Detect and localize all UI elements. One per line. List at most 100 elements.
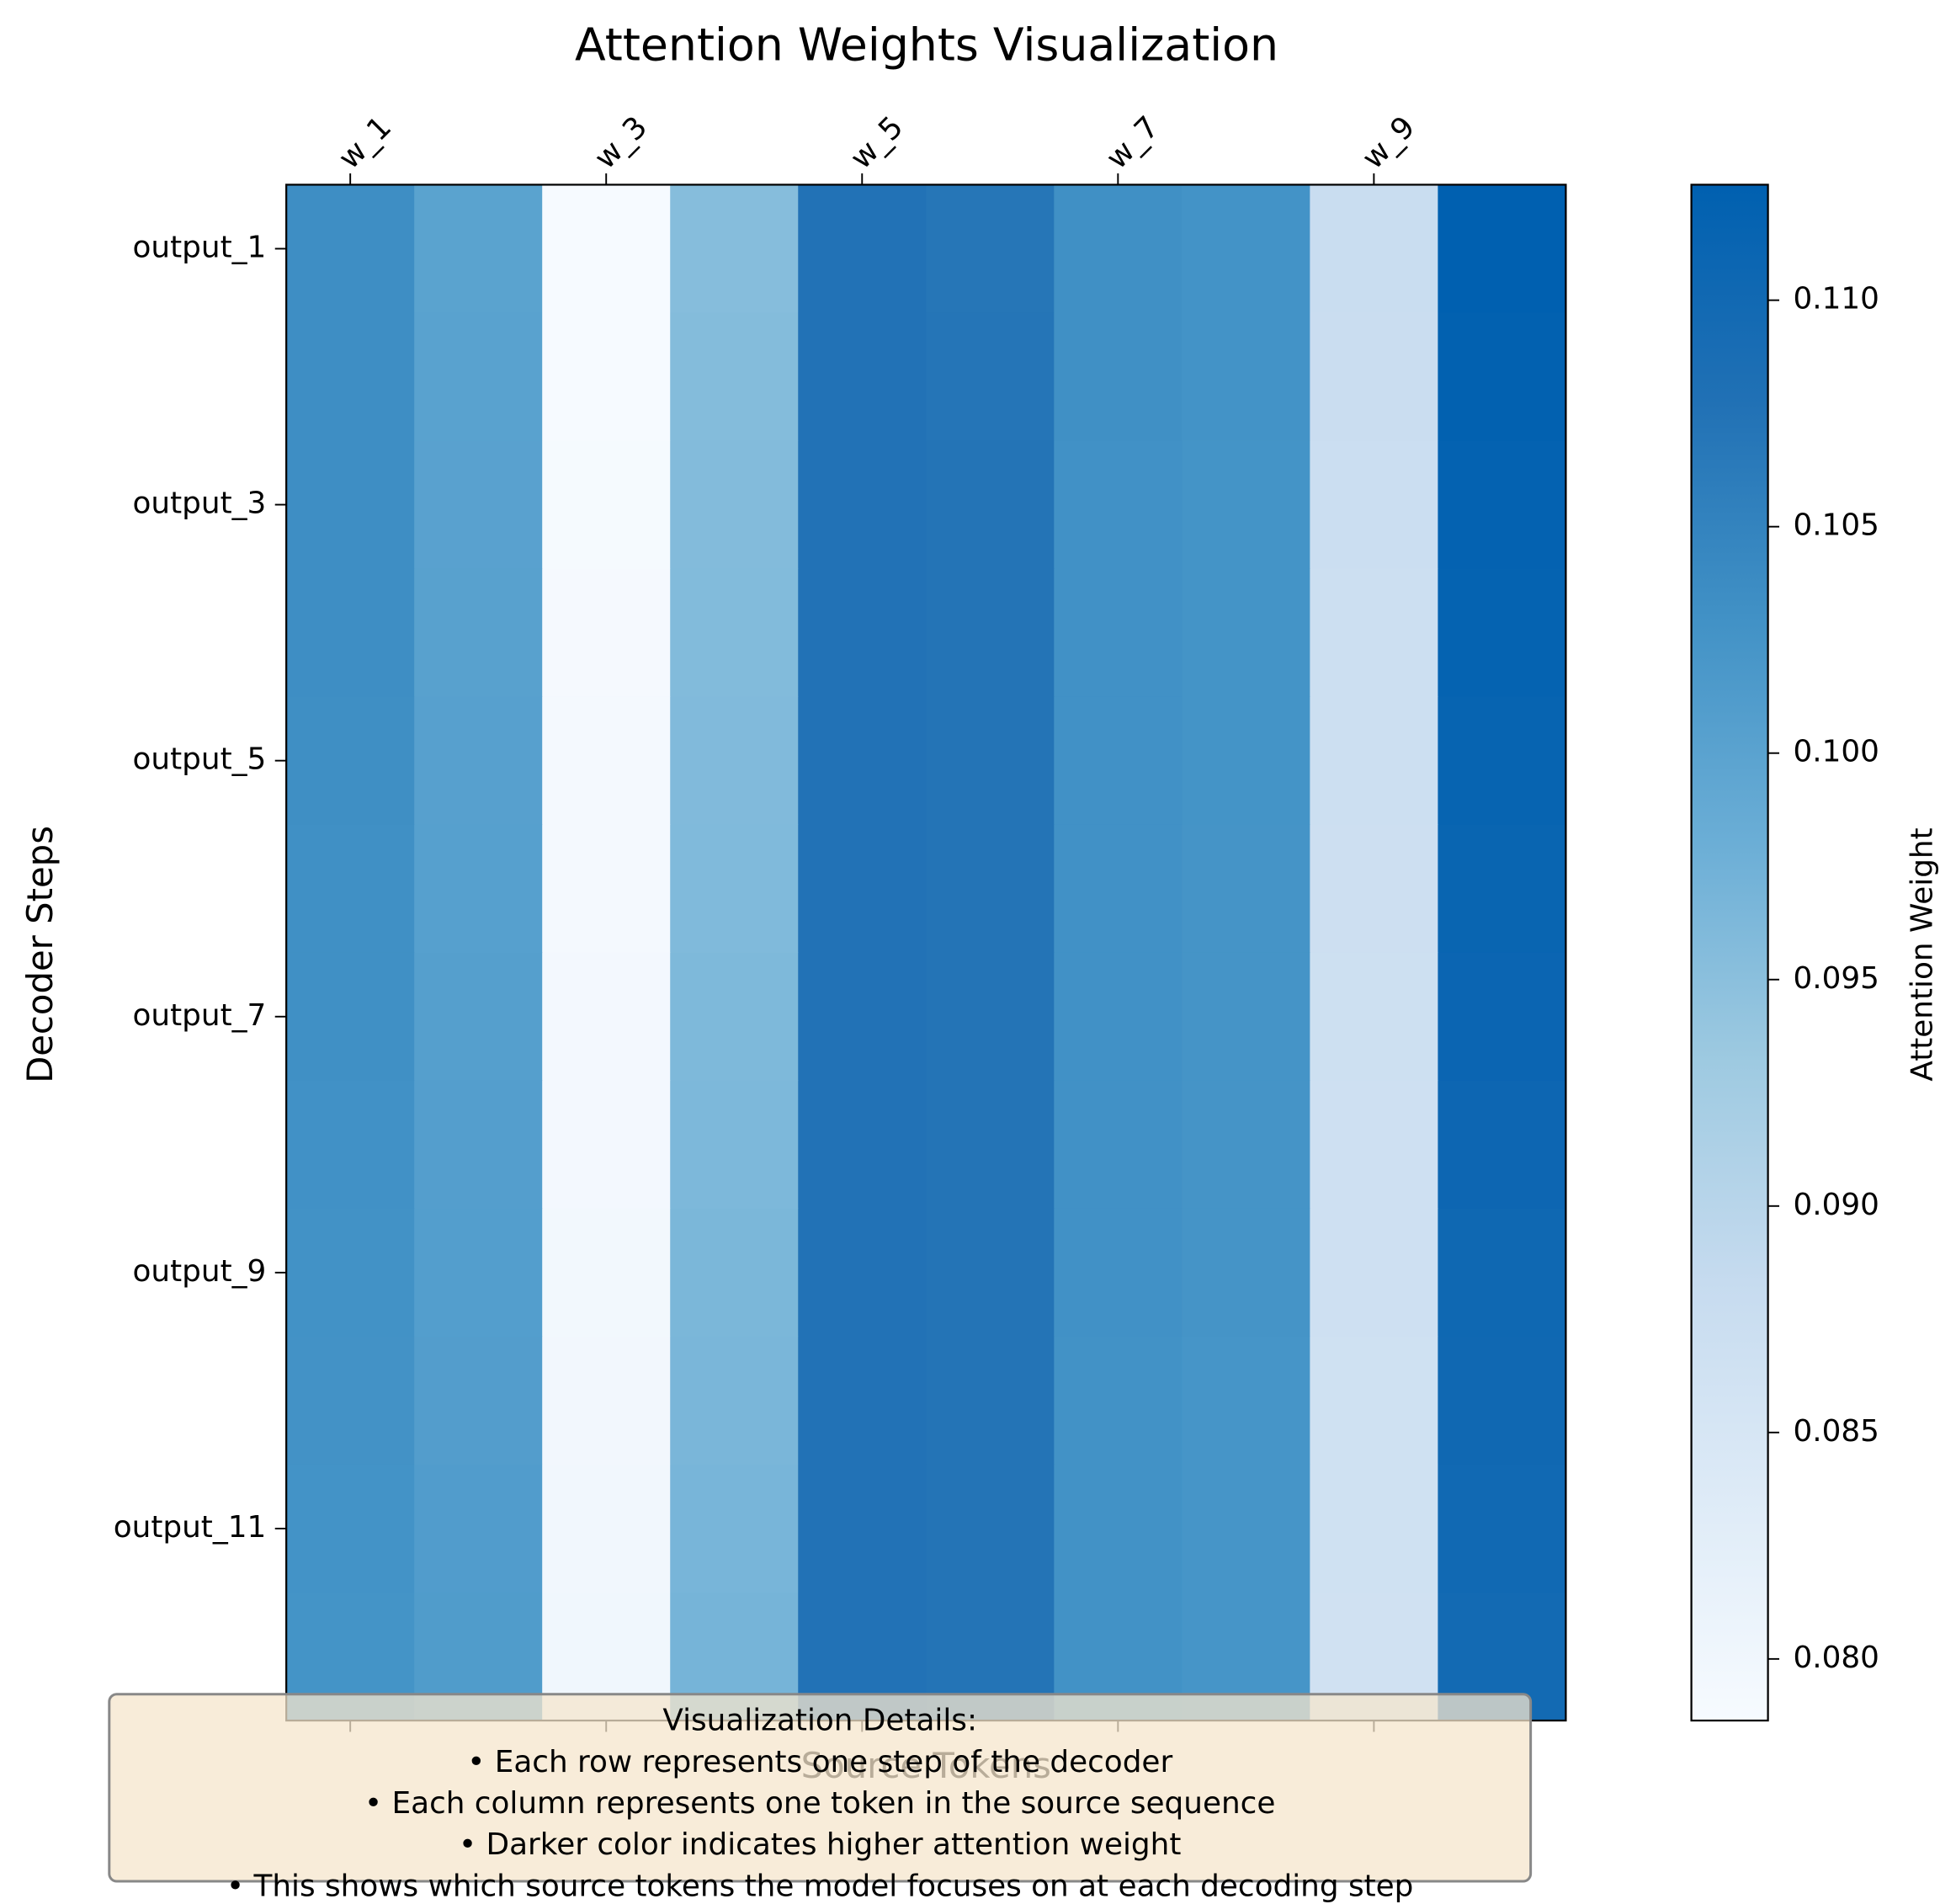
heatmap-cell	[926, 1336, 1055, 1465]
y-axis-label: Decoder Steps	[19, 826, 61, 1083]
heatmap-cell	[798, 312, 927, 442]
heatmap-cell	[1054, 1080, 1183, 1210]
x-tick-label: w_5	[844, 110, 910, 176]
heatmap-cell	[1438, 696, 1567, 826]
heatmap-cell	[542, 696, 671, 826]
heatmap-cell	[1438, 1080, 1567, 1210]
heatmap-cell	[286, 1336, 415, 1465]
heatmap-cell	[798, 696, 927, 826]
heatmap-cell	[1310, 440, 1439, 570]
heatmap-cell	[926, 1080, 1055, 1210]
heatmap-cell	[1182, 696, 1311, 826]
heatmap-cell	[1182, 952, 1311, 1082]
heatmap-cell	[542, 568, 671, 698]
heatmap-cell	[1054, 824, 1183, 954]
heatmap-cell	[1310, 1208, 1439, 1338]
heatmap-cell	[1054, 184, 1183, 314]
heatmap-cell	[670, 824, 800, 954]
heatmap-cell	[798, 1080, 927, 1210]
heatmap-cell	[926, 824, 1055, 954]
heatmap-cell	[286, 1080, 415, 1210]
heatmap-cell	[798, 1464, 927, 1593]
annotation-line: • Each column represents one token in th…	[364, 1786, 1275, 1821]
heatmap-cell	[414, 184, 543, 314]
heatmap-cell	[926, 440, 1055, 570]
heatmap-cell	[1182, 1464, 1311, 1593]
heatmap-cell	[1438, 1464, 1567, 1593]
heatmap-cell	[1182, 1208, 1311, 1338]
heatmap-cell	[1438, 184, 1567, 314]
heatmap-cell	[670, 440, 800, 570]
heatmap-cell	[1310, 952, 1439, 1082]
heatmap-cell	[414, 1080, 543, 1210]
heatmap-cell	[798, 1336, 927, 1465]
heatmap-cell	[1054, 1336, 1183, 1465]
heatmap-cell	[1054, 312, 1183, 442]
y-tick-label: output_11	[114, 1510, 267, 1545]
heatmap-cell	[670, 696, 800, 826]
heatmap-cell	[798, 440, 927, 570]
heatmap-cell	[1438, 440, 1567, 570]
heatmap-cell	[1310, 1336, 1439, 1465]
annotation-line: • Darker color indicates higher attentio…	[459, 1827, 1181, 1862]
colorbar-tick-label: 0.095	[1793, 961, 1879, 996]
heatmap-cell	[414, 696, 543, 826]
heatmap-cell	[414, 952, 543, 1082]
heatmap-cell	[1182, 1080, 1311, 1210]
annotation-title: Visualization Details:	[662, 1704, 977, 1738]
heatmap-cell	[1054, 568, 1183, 698]
heatmap-cell	[926, 1208, 1055, 1338]
colorbar-tick-label: 0.085	[1793, 1414, 1879, 1449]
heatmap-cell	[1310, 1464, 1439, 1593]
heatmap-cell	[1310, 312, 1439, 442]
heatmap-cell	[926, 696, 1055, 826]
x-tick-label: w_7	[1100, 110, 1166, 176]
heatmap-cell	[1310, 1080, 1439, 1210]
y-tick-label: output_1	[133, 230, 267, 264]
heatmap-cell	[670, 1464, 800, 1593]
annotation-line: • Each row represents one step of the de…	[467, 1745, 1172, 1779]
annotation-box	[108, 1693, 1533, 1883]
heatmap-cell	[1182, 312, 1311, 442]
colorbar-label: Attention Weight	[1905, 827, 1940, 1081]
heatmap-cell	[414, 312, 543, 442]
heatmap-cell	[798, 1208, 927, 1338]
heatmap-cell	[414, 568, 543, 698]
heatmap-cell	[542, 440, 671, 570]
heatmap-cell	[798, 952, 927, 1082]
x-tick-label: w_1	[332, 110, 398, 176]
heatmap-cell	[670, 312, 800, 442]
heatmap-cell	[670, 1336, 800, 1465]
heatmap-cell	[1054, 952, 1183, 1082]
heatmap-cell	[542, 184, 671, 314]
heatmap-cell	[542, 952, 671, 1082]
heatmap-cell	[1438, 312, 1567, 442]
x-tick-label: w_9	[1356, 110, 1422, 176]
heatmap-cell	[798, 824, 927, 954]
heatmap-cell	[926, 184, 1055, 314]
heatmap-cell	[926, 568, 1055, 698]
heatmap-cell	[1438, 952, 1567, 1082]
heatmap-cell	[1182, 440, 1311, 570]
heatmap-cell	[286, 1464, 415, 1593]
heatmap-cell	[926, 1464, 1055, 1593]
heatmap-cell	[414, 1464, 543, 1593]
heatmap-cell	[286, 824, 415, 954]
heatmap-cell	[926, 952, 1055, 1082]
y-tick-label: output_3	[133, 487, 267, 521]
heatmap-cell	[670, 184, 800, 314]
heatmap-cell	[926, 312, 1055, 442]
heatmap-cell	[542, 824, 671, 954]
heatmap-cell	[1182, 568, 1311, 698]
colorbar-tick-label: 0.100	[1793, 735, 1879, 769]
heatmap-cell	[286, 440, 415, 570]
heatmap-cell	[1438, 824, 1567, 954]
heatmap-cell	[286, 1208, 415, 1338]
heatmap-cell	[798, 568, 927, 698]
heatmap-cell	[1182, 184, 1311, 314]
heatmap-cell	[286, 568, 415, 698]
heatmap-cell	[1182, 824, 1311, 954]
y-tick-label: output_5	[133, 742, 267, 777]
heatmap-cell	[670, 1080, 800, 1210]
heatmap-cell	[414, 1336, 543, 1465]
